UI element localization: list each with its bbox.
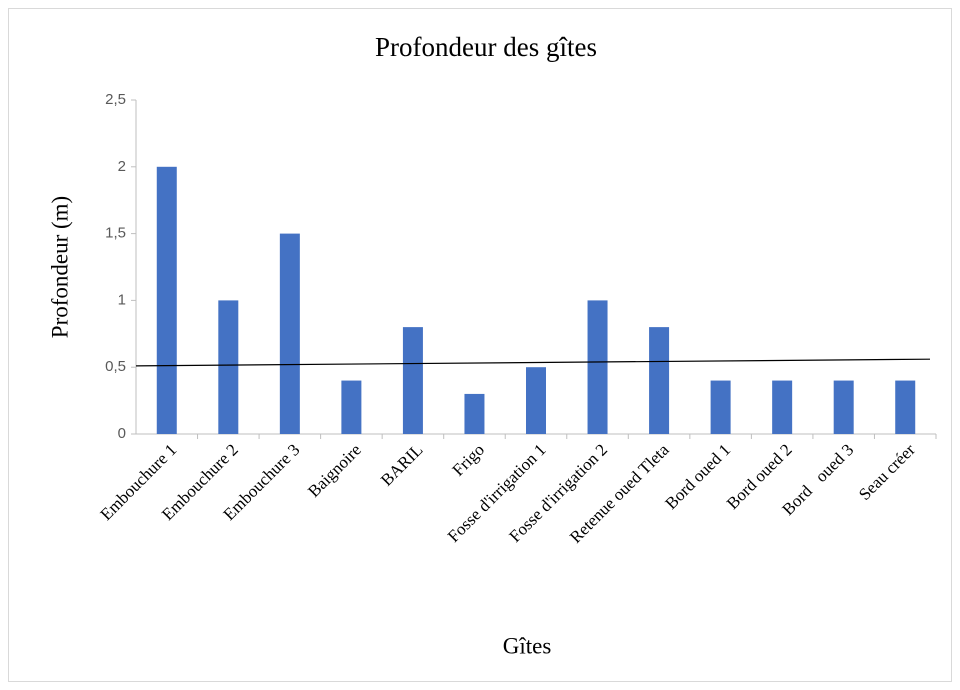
bar	[156, 166, 177, 435]
bar	[526, 367, 546, 434]
bar	[833, 380, 854, 434]
bar	[218, 300, 239, 434]
bar	[772, 380, 793, 434]
y-tick-label: 0,5	[105, 358, 126, 375]
y-tick-label: 0	[118, 425, 126, 442]
bar	[649, 327, 670, 434]
bar	[341, 380, 362, 434]
bar	[587, 300, 608, 434]
chart-border	[8, 8, 952, 682]
bar	[402, 327, 423, 434]
bar	[279, 233, 300, 434]
bar	[464, 393, 485, 434]
y-axis-label: Profondeur (m)	[47, 196, 72, 338]
y-tick-label: 1	[118, 291, 126, 308]
y-tick-label: 1,5	[105, 225, 126, 242]
bar	[895, 380, 916, 434]
y-tick-label: 2,5	[105, 91, 126, 108]
y-tick-label: 2	[118, 158, 126, 175]
x-axis-label: Gîtes	[503, 633, 552, 658]
bar	[710, 380, 731, 434]
trend-line	[135, 358, 931, 367]
chart-title: Profondeur des gîtes	[375, 32, 597, 62]
